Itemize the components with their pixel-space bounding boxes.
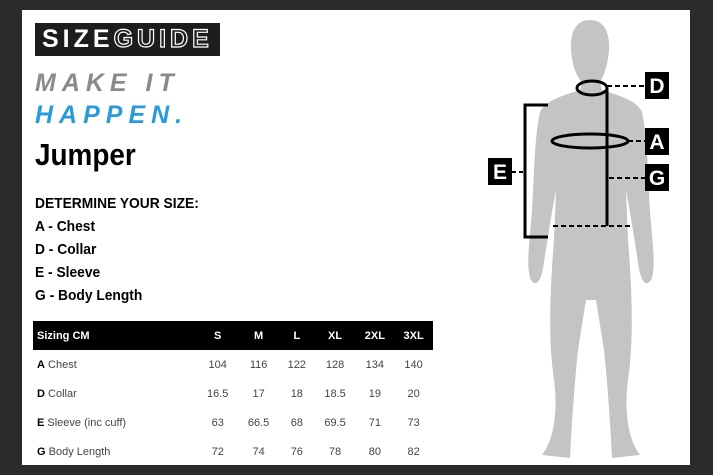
logo-size: SIZE [42,25,114,53]
size-value: 71 [368,416,381,429]
header-cell: M [238,321,280,350]
size-value: 68 [290,416,303,429]
header-cell: Sizing CM [33,321,198,350]
determine-heading: DETERMINE YOUR SIZE: [35,195,199,212]
determine-item: D - Collar [35,241,97,258]
size-value: 104 [208,358,227,371]
row-name: Collar [48,387,77,400]
page-title: Jumper [35,137,136,172]
row-label: G Body Length [33,437,197,466]
header-cell: L [279,321,315,350]
size-value: 76 [290,445,303,458]
size-guide-logo: SIZE GUIDE [35,23,220,56]
size-value: 20 [407,387,420,400]
size-value: 80 [368,445,381,458]
table-row: E Sleeve (inc cuff) 63 66.5 68 69.5 71 73 [33,408,433,437]
header-cell: 3XL [394,321,433,350]
size-table: Sizing CM S M L XL 2XL 3XL A Chest 104 116… [33,321,433,466]
row-code: G [37,445,46,458]
row-name: Sleeve (inc cuff) [47,416,127,429]
size-value: 140 [404,358,423,371]
row-code: A [37,358,45,371]
sleeve-bracket [523,103,548,239]
determine-item: G - Body Length [35,287,143,304]
row-code: E [37,416,45,429]
determine-item: E - Sleeve [35,264,101,281]
size-value: 18 [290,387,303,400]
size-value: 72 [211,445,224,458]
label-e: E [493,161,507,184]
header-cell: S [197,321,239,350]
table-row: D Collar 16.5 17 18 18.5 19 20 [33,379,433,408]
size-value: 63 [211,416,224,429]
tagline-line1: MAKE IT [35,69,180,97]
determine-size-list: DETERMINE YOUR SIZE: A - Chest D - Colla… [35,192,213,307]
row-name: Chest [48,358,77,371]
body-silhouette [528,20,654,458]
label-d: D [649,75,664,98]
row-label: E Sleeve (inc cuff) [33,408,197,437]
table-row: G Body Length 72 74 76 78 80 82 [33,437,433,466]
size-value: 16.5 [207,387,229,400]
size-value: 18.5 [324,387,346,400]
determine-item: A - Chest [35,218,96,235]
size-value: 116 [249,358,268,371]
size-value: 128 [325,358,345,371]
size-value: 82 [407,445,420,458]
tagline-line2: HAPPEN. [35,101,189,129]
table-header-row: Sizing CM S M L XL 2XL 3XL [33,321,433,350]
label-a: A [649,131,664,154]
size-value: 134 [365,358,385,371]
size-value: 78 [328,445,342,458]
row-label: D Collar [33,379,197,408]
row-label: A Chest [33,350,197,379]
header-cell: XL [314,321,356,350]
size-value: 74 [252,445,265,458]
size-value: 17 [252,387,265,400]
size-value: 73 [407,416,420,429]
size-value: 69.5 [324,416,346,429]
table-row: A Chest 104 116 122 128 134 140 [33,350,433,379]
row-name: Body Length [48,445,111,458]
row-code: D [37,387,45,400]
size-value: 122 [287,358,306,371]
logo-guide: GUIDE [113,24,213,53]
size-value: 66.5 [247,416,270,429]
header-cell: 2XL [355,321,395,350]
label-g: G [649,167,665,190]
size-value: 19 [368,387,381,400]
